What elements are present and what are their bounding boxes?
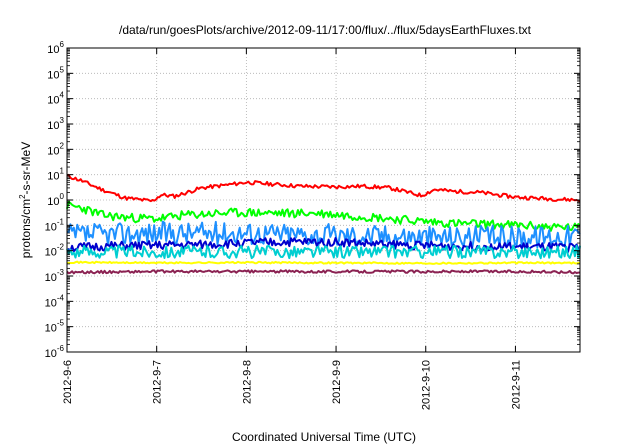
y-axis-label: protons/cm2-s-sr-MeV: [18, 142, 33, 258]
y-tick-label: 10-6: [45, 344, 65, 360]
x-tick-label: 2012-9-7: [152, 360, 164, 404]
y-tick-label: 103: [47, 116, 64, 132]
x-tick-label: 2012-9-9: [331, 360, 343, 404]
series-line-2: [66, 201, 581, 232]
series-line-1: [66, 173, 581, 203]
series-line-5: [66, 244, 581, 260]
x-tick-label: 2012-9-6: [62, 360, 74, 404]
y-axis-ticks: 10-6 10-5 10-4 10-3 10-2 10-1 100 101 102 103 104 1…: [45, 40, 580, 360]
y-tick-label: 102: [47, 141, 64, 157]
series-line-4: [66, 237, 581, 253]
x-axis-ticks: 2012-9-6 2012-9-7 2012-9-8 2012-9-9 2012-9-1…: [62, 48, 522, 410]
y-tick-label: 10-1: [45, 217, 65, 233]
y-tick-label: 100: [47, 192, 64, 208]
x-axis-label: Coordinated Universal Time (UTC): [232, 430, 416, 444]
chart-title: /data/run/goesPlots/archive/2012-09-11/1…: [119, 23, 532, 37]
y-tick-label: 104: [47, 91, 64, 107]
y-tick-label: 106: [47, 40, 64, 56]
y-tick-label: 105: [47, 65, 64, 81]
series-line-6: [67, 260, 581, 265]
x-tick-label: 2012-9-8: [241, 360, 253, 404]
y-tick-label: 101: [47, 167, 64, 183]
x-tick-label: 2012-9-10: [421, 360, 433, 410]
x-tick-label: 2012-9-11: [510, 360, 522, 409]
y-tick-label: 10-3: [45, 268, 65, 284]
series-group: [66, 173, 581, 275]
y-tick-label: 10-2: [45, 243, 65, 259]
series-line-7: [66, 269, 581, 275]
y-tick-label: 10-4: [45, 293, 65, 309]
y-tick-label: 10-5: [45, 319, 65, 335]
